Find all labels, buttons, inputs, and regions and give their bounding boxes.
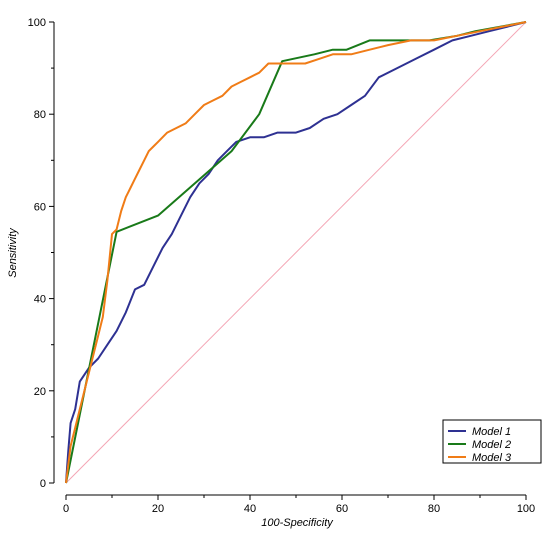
x-tick-label: 80 <box>428 503 440 515</box>
series-line-model-1 <box>65 21 527 484</box>
x-tick-label: 60 <box>336 503 348 515</box>
series-layer <box>65 21 527 484</box>
x-axis-title: 100-Specificity <box>261 517 334 529</box>
legend-label: Model 3 <box>472 452 512 464</box>
y-tick-label: 0 <box>40 478 46 490</box>
x-tick-label: 100 <box>517 503 535 515</box>
reference-line <box>65 21 527 484</box>
x-tick-label: 40 <box>244 503 256 515</box>
x-tick-label: 20 <box>152 503 164 515</box>
axes: 0 20 40 60 80 100 0 20 40 60 80 100 <box>28 17 536 515</box>
y-tick-label: 40 <box>34 294 46 306</box>
legend-box <box>442 419 542 464</box>
legend-label: Model 2 <box>472 439 511 451</box>
y-tick-label: 20 <box>34 386 46 398</box>
reference-diagonal <box>65 21 527 484</box>
y-tick-label: 100 <box>28 17 46 29</box>
y-tick-label: 60 <box>34 201 46 213</box>
legend-label: Model 1 <box>472 426 511 438</box>
x-tick-label: 0 <box>63 503 69 515</box>
y-tick-label: 80 <box>34 109 46 121</box>
y-axis-title: Sensitivity <box>7 227 19 278</box>
series-line-model-3 <box>65 21 527 484</box>
